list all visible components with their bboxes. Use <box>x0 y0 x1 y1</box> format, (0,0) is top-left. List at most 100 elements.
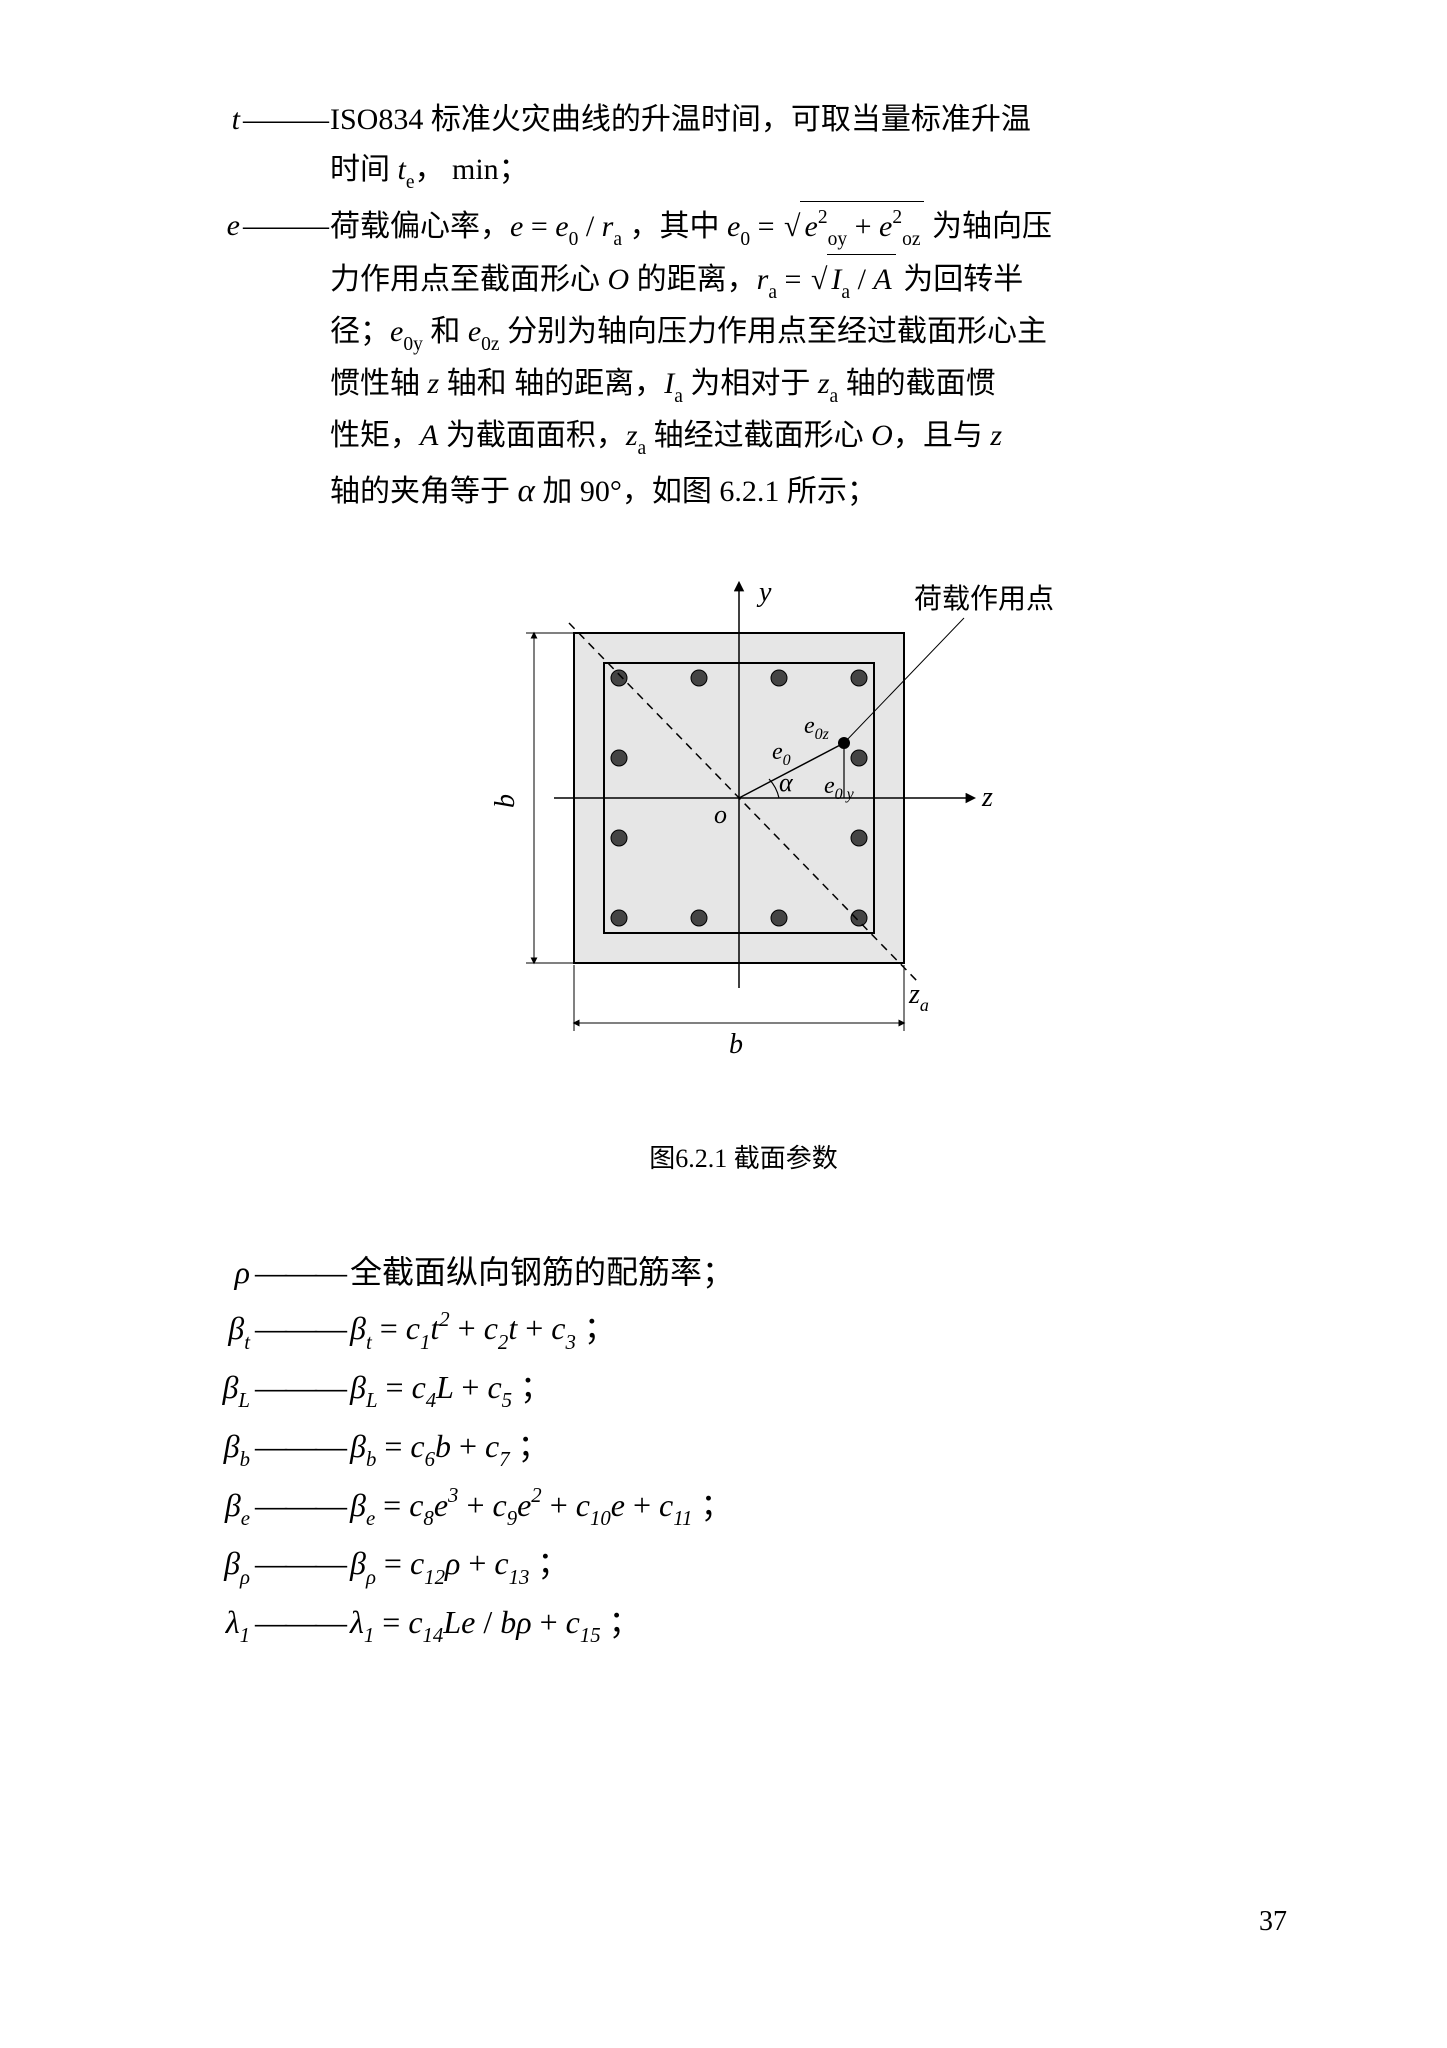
l4-za-sub: a <box>830 386 839 407</box>
be-body: βe = c8e3 + c9e2 + c10e + c11 ； <box>350 1478 1297 1535</box>
eq-l1: λ1 ——— λ1 = c14Le / bρ + c15 ； <box>190 1595 1297 1652</box>
eq-rho: ρ ——— 全截面纵向钢筋的配筋率； <box>190 1245 1297 1299</box>
be-sym: β <box>225 1487 241 1523</box>
bb-sym: β <box>224 1428 240 1464</box>
e-l6-p2: 加 90°，如图 6.2.1 所示； <box>535 475 877 508</box>
e-l2-p1: 力作用点至截面形心 <box>330 263 608 296</box>
e0-2: e <box>727 210 740 243</box>
bt-sym: β <box>228 1310 244 1346</box>
e0-2-sub: 0 <box>740 229 750 250</box>
be-sub: e <box>241 1507 250 1530</box>
brho-body: βρ = c12ρ + c13 ； <box>350 1536 1297 1593</box>
l4-za: z <box>818 367 830 400</box>
bL-dash: ——— <box>250 1360 350 1414</box>
alpha: α <box>518 473 535 509</box>
def-e-body: 荷载偏心率，e = e0 / ra ，其中 e0 = √e2oy + e2oz … <box>330 201 1297 518</box>
e-l3-and: 和 <box>423 315 468 348</box>
l5-z: z <box>990 419 1002 452</box>
e0y: e <box>390 315 403 348</box>
e-l5-p3: 轴经过截面形心 <box>646 419 871 452</box>
te-sym: t <box>398 153 406 186</box>
definitions-block: t ——— ISO834 标准火灾曲线的升温时间，可取当量标准升温 时间 te，… <box>190 95 1297 518</box>
e-l4-p2: 轴和 <box>439 367 514 400</box>
cross-section-svg: y z o za α e0 e0z <box>394 553 1094 1073</box>
b-bot-label: b <box>729 1029 743 1060</box>
e-slash: / <box>578 210 601 243</box>
rho-sym: ρ <box>235 1254 250 1290</box>
sqrt-e: √e2oy + e2oz <box>784 201 924 254</box>
b-left-label: b <box>490 794 521 808</box>
rho-dash: ——— <box>250 1245 350 1299</box>
brho-sub: ρ <box>240 1566 250 1589</box>
e-l2-p2: 的距离， <box>629 263 757 296</box>
be-dash: ——— <box>250 1478 350 1532</box>
bL-sub: L <box>238 1389 250 1412</box>
page-number: 37 <box>1259 1906 1287 1938</box>
l1-dash: ——— <box>250 1595 350 1649</box>
bt-body: βt = c1t2 + c2t + c3 ； <box>350 1301 1297 1358</box>
def-t-line2b: ， min； <box>415 153 529 186</box>
def-t-row: t ——— ISO834 标准火灾曲线的升温时间，可取当量标准升温 时间 te，… <box>190 95 1297 197</box>
ra2: r <box>757 263 769 296</box>
def-t-symbol: t <box>190 95 240 145</box>
def-e-symbol: e <box>190 201 240 251</box>
e-l3-p2: 分别为轴向压力作用点至经过截面形心主 <box>500 315 1048 348</box>
ra2-sub: a <box>768 282 777 303</box>
l5-za-sub: a <box>638 438 647 459</box>
e-eq: = <box>523 210 555 243</box>
sqrt-b-sup: 2 <box>892 207 902 228</box>
e0z: e <box>468 315 481 348</box>
figure-6-2-1: y z o za α e0 e0z <box>190 553 1297 1175</box>
page: t ——— ISO834 标准火灾曲线的升温时间，可取当量标准升温 时间 te，… <box>0 0 1447 2048</box>
eq-bb: βb ——— βb = c6b + c7 ； <box>190 1419 1297 1476</box>
e-l5-p4: ，且与 <box>893 419 991 452</box>
def-e-row: e ——— 荷载偏心率，e = e0 / ra ，其中 e0 = √e2oy +… <box>190 201 1297 518</box>
sqrt-slash: / <box>850 263 873 296</box>
e-sym: e <box>227 209 240 242</box>
e-l4-p4: 为相对于 <box>683 367 818 400</box>
e0y-sub: 0y <box>403 334 423 355</box>
eq-be: βe ——— βe = c8e3 + c9e2 + c10e + c11 ； <box>190 1478 1297 1535</box>
eq-bt: βt ——— βt = c1t2 + c2t + c3 ； <box>190 1301 1297 1358</box>
sqrt-a-sup: 2 <box>818 207 828 228</box>
origin-label: o <box>714 800 727 829</box>
sqrt-b-sub: oz <box>902 229 920 250</box>
e-eq2: = <box>750 210 782 243</box>
alpha-label: α <box>779 768 794 797</box>
sqrt-plus: + <box>847 210 879 243</box>
def-t-dash: ——— <box>240 95 330 145</box>
e-l5-p1: 性矩， <box>330 419 420 452</box>
bL-body: βL = c4L + c5 ； <box>350 1360 1297 1417</box>
bt-dash: ——— <box>250 1301 350 1355</box>
e0z-sub: 0z <box>481 334 499 355</box>
sqrt-IA: √Ia / A <box>811 254 896 307</box>
bb-dash: ——— <box>250 1419 350 1473</box>
e-l2-eq: = <box>777 263 809 296</box>
load-point-label: 荷载作用点 <box>914 583 1054 615</box>
e-l4-p1: 惯性轴 <box>330 367 428 400</box>
equation-list: ρ ——— 全截面纵向钢筋的配筋率； βt ——— βt = c1t2 + c2… <box>190 1245 1297 1652</box>
l5-A: A <box>420 419 438 452</box>
bt-sub: t <box>244 1331 250 1354</box>
e0: e <box>555 210 568 243</box>
l1-sym: λ <box>226 1604 240 1640</box>
e-l4-p5: 轴的截面惯 <box>838 367 996 400</box>
ra: r <box>602 210 614 243</box>
eq-brho: βρ ——— βρ = c12ρ + c13 ； <box>190 1536 1297 1593</box>
bb-body: βb = c6b + c7 ； <box>350 1419 1297 1476</box>
l4-z: z <box>428 367 440 400</box>
t-sym: t <box>232 103 240 136</box>
def-t-line2a: 时间 <box>330 153 398 186</box>
bb-sub: b <box>240 1448 250 1471</box>
sqrt-A: A <box>873 263 891 296</box>
brho-dash: ——— <box>250 1536 350 1590</box>
e-l4-p3: 轴的距离， <box>514 367 664 400</box>
sqrt-a-sym: e <box>804 210 817 243</box>
e-lhs: e <box>510 210 523 243</box>
e-l1-p1: 荷载偏心率， <box>330 210 510 243</box>
za-label: za <box>908 979 929 1015</box>
def-t-line1: ISO834 标准火灾曲线的升温时间，可取当量标准升温 <box>330 103 1031 136</box>
e-l5-p2: 为截面面积， <box>438 419 626 452</box>
l5-O: O <box>871 419 893 452</box>
e-l1-c1: ，其中 <box>622 210 727 243</box>
